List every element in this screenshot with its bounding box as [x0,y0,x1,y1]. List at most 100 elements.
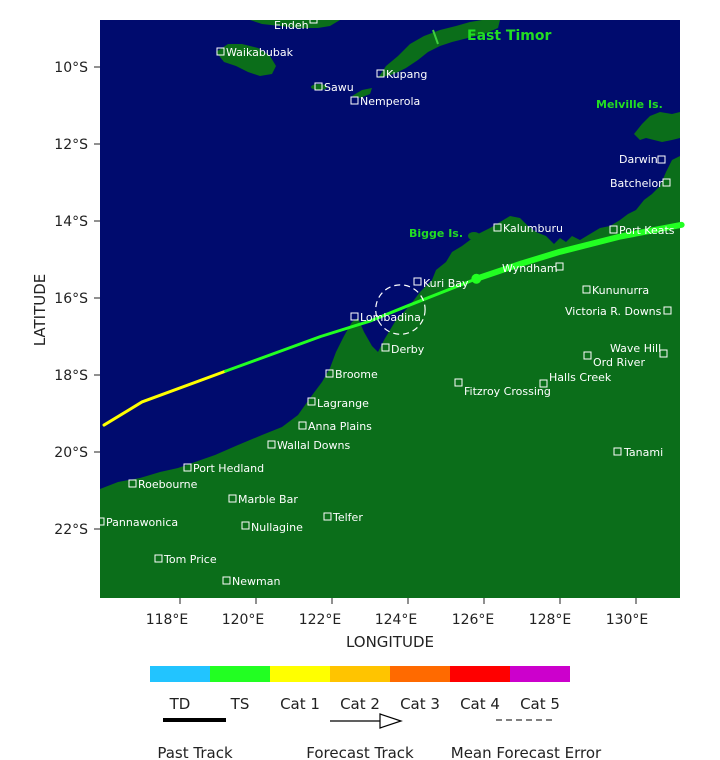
town-marker [539,379,548,388]
legend-swatch [330,666,390,682]
lat-tick-label: 20°S [54,445,88,461]
legend-swatch [210,666,270,682]
town-label-batchelor: Batchelor [610,177,663,190]
town-label-kununurra: Kununurra [592,284,649,297]
track-layer [102,221,685,427]
town-label-wallal-downs: Wallal Downs [277,439,350,452]
town-label-tanami: Tanami [623,446,663,459]
lat-tick-label: 10°S [54,60,88,76]
lon-tick-labels: 118°E 120°E 122°E 124°E 126°E 128°E 130°… [146,612,649,628]
current-position-marker [471,273,482,284]
label-bigge-island: Bigge Is. [409,227,463,240]
lat-tick-label: 12°S [54,137,88,153]
town-label-telfer: Telfer [332,511,363,524]
legend-swatch [150,666,210,682]
town-marker [228,494,237,503]
town-label-broome: Broome [335,368,378,381]
town-marker [350,96,359,105]
land-australia [100,156,680,598]
legend-category-labels: TD TS Cat 1 Cat 2 Cat 3 Cat 4 Cat 5 [169,695,560,713]
town-marker [613,447,622,456]
town-label-marble-bar: Marble Bar [238,493,298,506]
town-label-kuri-bay: Kuri Bay [423,277,469,290]
legend-category-label: Cat 2 [340,695,380,713]
lon-tick-label: 126°E [452,612,495,628]
forecast-track-arrow-icon [330,713,403,729]
lat-tick-label: 14°S [54,214,88,230]
lat-tick-labels: 10°S 12°S 14°S 16°S 18°S 20°S 22°S [54,60,88,538]
town-marker [657,155,666,164]
legend-forecast-track-label: Forecast Track [306,744,414,760]
town-label-waikabubak: Waikabubak [226,46,294,59]
legend-category-label: Cat 5 [520,695,560,713]
legend-swatch [450,666,510,682]
town-label-lombadina: Lombadina [360,311,421,324]
town-marker [241,521,250,530]
town-marker [307,397,316,406]
town-label-newman: Newman [232,575,280,588]
town-label-derby: Derby [391,343,425,356]
land-bigge-island [468,232,480,240]
tick-marks [94,66,637,604]
town-label-anna-plains: Anna Plains [308,420,372,433]
town-marker [376,69,385,78]
town-marker [583,351,592,360]
town-marker [663,306,672,315]
legend-swatch [270,666,330,682]
town-marker [96,517,105,526]
land-sumba [216,44,276,76]
mean-forecast-error-circle [375,284,426,335]
town-marker [609,225,618,234]
town-label-sawu: Sawu [324,81,354,94]
town-marker [154,554,163,563]
east-timor-border [432,29,439,45]
label-melville-island: Melville Is. [596,98,663,111]
legend-category-label: Cat 4 [460,695,500,713]
lat-tick-label: 16°S [54,291,88,307]
town-label-endeh: Endeh [274,19,309,32]
town-label-kupang: Kupang [386,68,427,81]
town-label-pannawonica: Pannawonica [106,516,178,529]
legend-category-label: Cat 3 [400,695,440,713]
town-label-kalumburu: Kalumburu [503,222,563,235]
town-marker [659,349,668,358]
land-rote [352,88,372,98]
town-marker [298,421,307,430]
town-marker [325,369,334,378]
town-label-tom-price: Tom Price [163,553,217,566]
past-track-ts [224,277,478,373]
town-label-wave-hill: Wave Hill [610,342,661,355]
legend-swatch [510,666,570,682]
lon-tick-label: 118°E [146,612,189,628]
town-marker [381,343,390,352]
label-east-timor: East Timor [467,28,551,44]
town-label-wyndham: Wyndham [502,262,558,275]
town-marker [309,15,318,24]
land-timor [378,20,500,78]
town-label-lagrange: Lagrange [317,397,369,410]
town-label-port-keats: Port Keats [619,224,675,237]
lon-tick-label: 124°E [375,612,418,628]
town-marker [222,576,231,585]
town-marker [493,223,502,232]
lon-tick-label: 130°E [606,612,649,628]
town-label-nullagine: Nullagine [251,521,303,534]
town-marker [183,463,192,472]
town-marker [582,285,591,294]
x-axis-label: LONGITUDE [346,633,434,651]
land-melville-island [634,112,680,142]
lon-tick-label: 128°E [529,612,572,628]
past-track-cat1 [102,369,228,427]
town-label-fitzroy-crossing: Fitzroy Crossing [464,385,551,398]
lon-tick-label: 120°E [222,612,265,628]
town-marker [216,47,225,56]
legend-category-label: TS [230,695,250,713]
legend-mean-error-label: Mean Forecast Error [451,744,602,760]
town-label-ord-river: Ord River [593,356,645,369]
lat-tick-label: 18°S [54,368,88,384]
town-label-victoria-river-downs: Victoria R. Downs [565,305,662,318]
town-marker [555,262,564,271]
town-label-nemperola: Nemperola [360,95,420,108]
town-marker [267,440,276,449]
town-labels: Endeh Waikabubak Sawu Kupang Nemperola D… [106,19,675,588]
